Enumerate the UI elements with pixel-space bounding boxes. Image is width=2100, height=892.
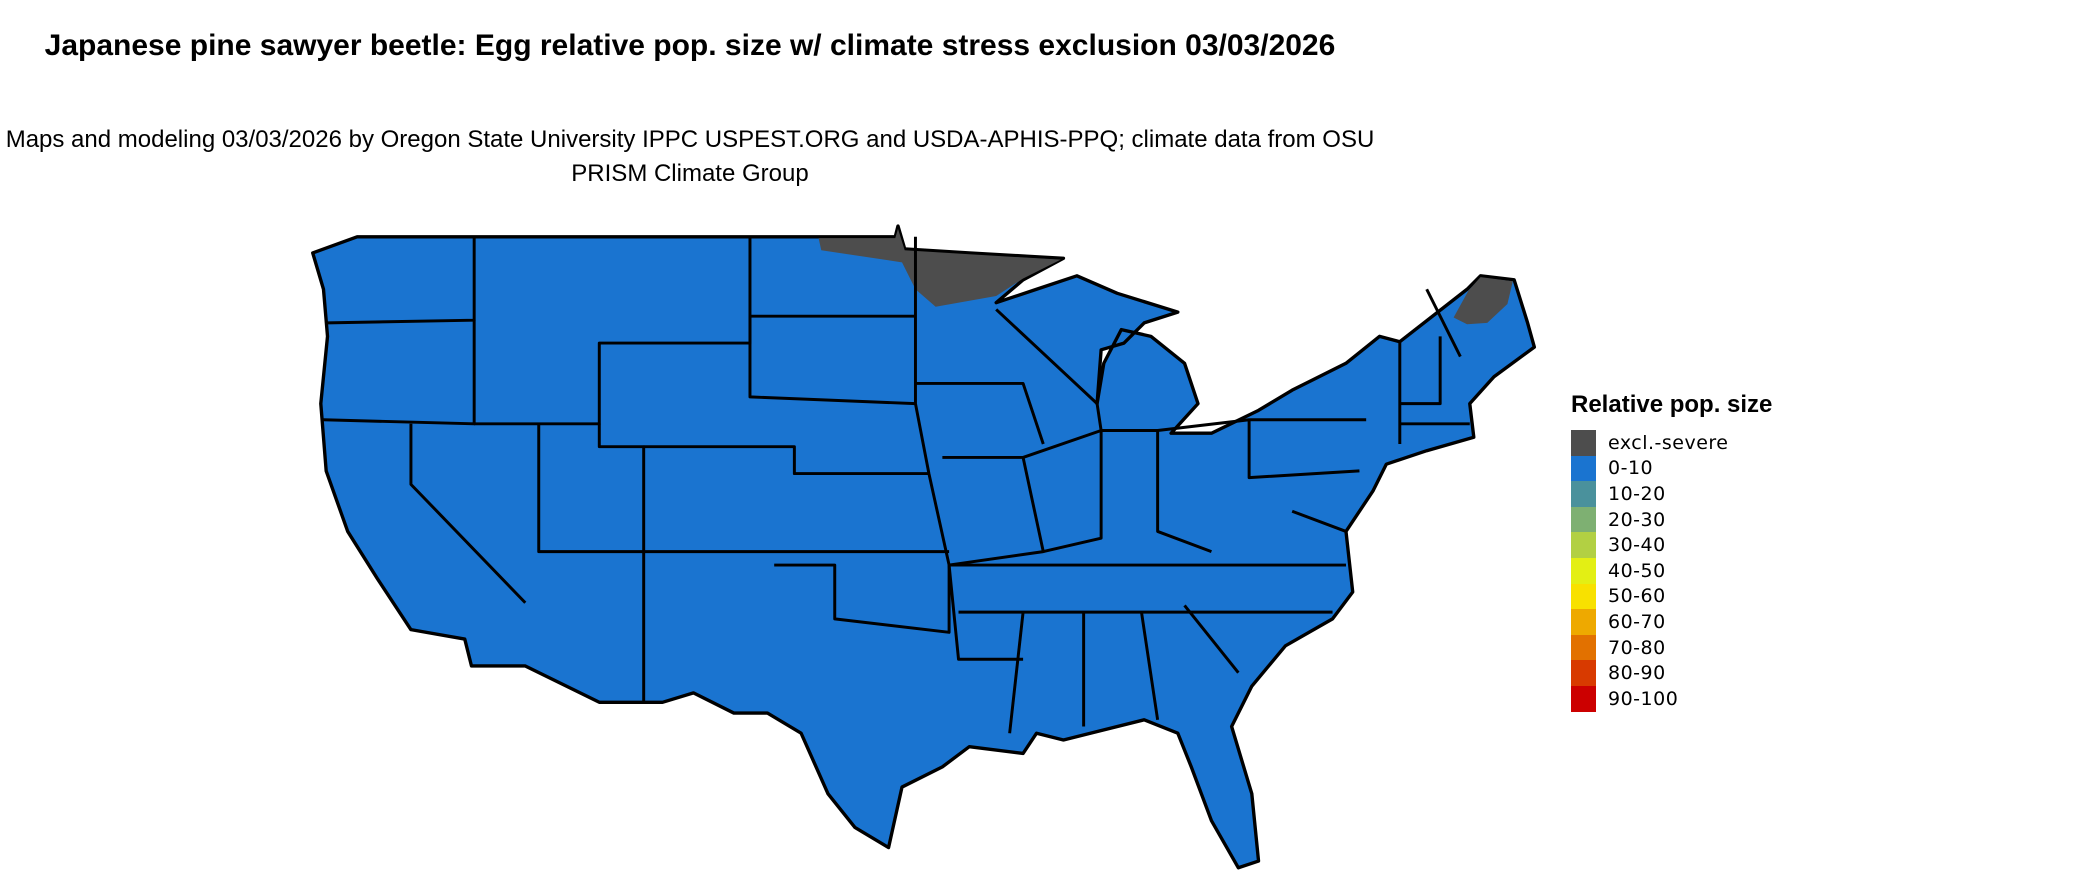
legend-swatch [1571, 634, 1596, 661]
state-boundaries [323, 236, 1470, 734]
legend-swatch [1571, 506, 1596, 533]
legend: Relative pop. size excl.-severe 0-10 10-20… [1571, 390, 1772, 712]
legend-label: 10-20 [1608, 482, 1666, 505]
legend-swatch [1571, 660, 1596, 686]
legend-swatch [1571, 609, 1596, 635]
legend-label: 70-80 [1608, 636, 1666, 659]
legend-item: excl.-severe [1571, 430, 1772, 456]
legend-item: 20-30 [1571, 506, 1772, 533]
legend-label: 90-100 [1608, 687, 1679, 710]
legend-item: 10-20 [1571, 481, 1772, 507]
excluded-area-maine [1453, 277, 1513, 325]
legend-label: 40-50 [1608, 559, 1666, 582]
legend-swatch [1571, 481, 1596, 507]
legend-label: 50-60 [1608, 585, 1666, 608]
legend-label: 20-30 [1608, 508, 1666, 531]
legend-swatch [1571, 583, 1596, 610]
excluded-area-minnesota [818, 228, 1061, 307]
legend-item: 90-100 [1571, 685, 1772, 712]
legend-swatch [1571, 685, 1596, 712]
legend-swatch [1571, 455, 1596, 482]
legend-item: 0-10 [1571, 455, 1772, 482]
legend-label: excl.-severe [1608, 431, 1729, 454]
legend-item: 60-70 [1571, 609, 1772, 635]
legend-label: 0-10 [1608, 457, 1654, 480]
us-outline [311, 224, 1537, 870]
legend-label: 30-40 [1608, 534, 1666, 557]
legend-item: 50-60 [1571, 583, 1772, 610]
legend-item: 70-80 [1571, 634, 1772, 661]
legend-label: 80-90 [1608, 662, 1666, 685]
legend-item: 30-40 [1571, 532, 1772, 558]
legend-swatch [1571, 557, 1596, 584]
map-title: Japanese pine sawyer beetle: Egg relativ… [44, 29, 1336, 62]
legend-title: Relative pop. size [1571, 391, 1773, 418]
legend-item: 40-50 [1571, 557, 1772, 584]
map-subtitle: Maps and modeling 03/03/2026 by Oregon S… [5, 126, 1375, 187]
legend-item: 80-90 [1571, 660, 1772, 686]
legend-swatch [1571, 430, 1596, 456]
legend-swatch [1571, 532, 1596, 558]
legend-label: 60-70 [1608, 610, 1666, 633]
